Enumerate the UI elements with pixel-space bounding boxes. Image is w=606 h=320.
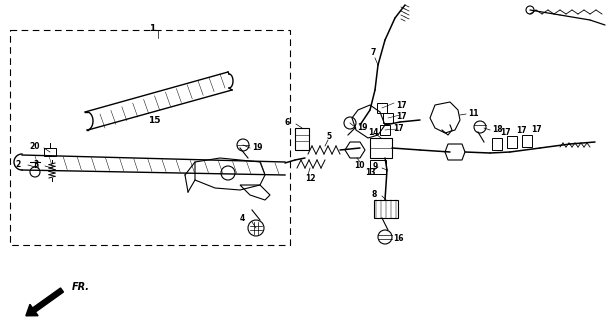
Text: 19: 19 — [357, 123, 367, 132]
Bar — [10, 30, 290, 245]
Text: 17: 17 — [500, 127, 511, 137]
Text: 2: 2 — [15, 159, 21, 169]
Text: 8: 8 — [372, 189, 378, 198]
Text: FR.: FR. — [72, 282, 90, 292]
Bar — [374, 200, 398, 218]
Bar — [44, 148, 56, 156]
Bar — [377, 103, 387, 113]
Text: 9: 9 — [373, 162, 378, 171]
Text: 13: 13 — [365, 167, 376, 177]
Bar — [492, 138, 502, 150]
Text: 19: 19 — [252, 142, 262, 151]
Text: 10: 10 — [354, 161, 364, 170]
Bar — [370, 160, 386, 174]
Bar — [522, 135, 532, 147]
Text: 20: 20 — [30, 141, 40, 150]
Text: 15: 15 — [148, 116, 161, 124]
Bar — [295, 128, 309, 150]
Bar — [380, 125, 390, 135]
Bar — [507, 136, 517, 148]
Text: 14: 14 — [368, 127, 379, 137]
Text: 17: 17 — [516, 125, 527, 134]
Bar — [370, 138, 392, 158]
Text: 18: 18 — [492, 124, 502, 133]
Text: 6: 6 — [285, 117, 290, 126]
Text: 17: 17 — [531, 124, 542, 133]
Text: 17: 17 — [393, 124, 404, 132]
Text: 3: 3 — [33, 159, 39, 169]
Text: 11: 11 — [468, 108, 479, 117]
Text: 12: 12 — [305, 173, 316, 182]
Bar — [383, 113, 393, 123]
FancyArrow shape — [26, 288, 64, 316]
Text: 7: 7 — [371, 47, 376, 57]
Text: 17: 17 — [396, 111, 407, 121]
Text: 4: 4 — [240, 213, 245, 222]
Text: 1: 1 — [149, 23, 155, 33]
Text: 5: 5 — [326, 132, 331, 140]
Text: 16: 16 — [393, 234, 404, 243]
Text: 17: 17 — [396, 100, 407, 109]
